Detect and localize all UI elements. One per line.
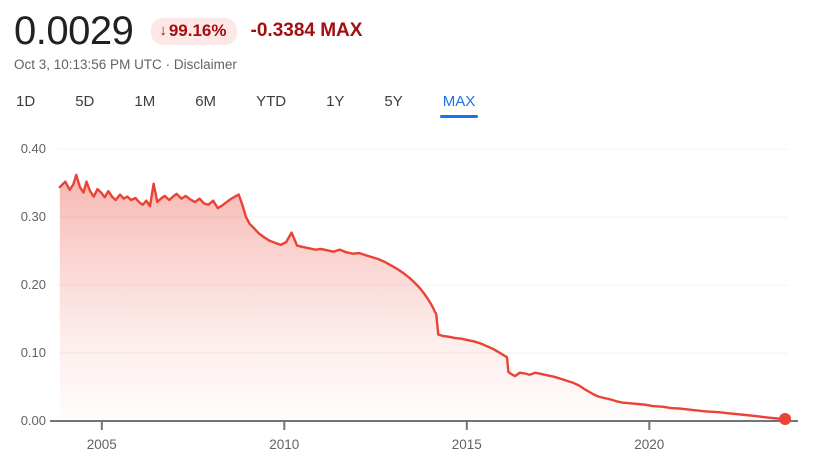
svg-text:2010: 2010 [269,437,299,452]
arrow-down-icon: ↓ [159,21,167,39]
percent-change-value: 99.16% [168,20,227,40]
svg-text:0.10: 0.10 [21,345,46,360]
tab-1y[interactable]: 1Y [326,93,345,110]
tab-6m[interactable]: 6M [195,93,217,110]
chart-area-fill [59,174,786,421]
quote-timestamp: Oct 3, 10:13:56 PM UTC [14,57,162,72]
percent-change-badge: ↓ 99.16% [151,17,237,45]
chart-x-axis [50,420,798,430]
svg-text:0.40: 0.40 [21,141,46,156]
tab-1m[interactable]: 1M [134,93,156,110]
chart-y-axis-labels: 0.00 0.10 0.20 0.30 0.40 [21,141,46,428]
latest-price-marker [779,413,792,426]
chart-canvas[interactable]: 0.00 0.10 0.20 0.30 0.40 2005 2010 2015 2020 [0,132,824,458]
chart-line [58,173,787,421]
tab-max[interactable]: MAX [439,90,478,122]
svg-text:0.20: 0.20 [21,277,46,292]
timestamp-separator: · [165,57,171,72]
quote-timestamp-row: Oct 3, 10:13:56 PM UTC · Disclaimer [14,56,824,74]
svg-text:0.00: 0.00 [21,413,46,428]
quote-header: 0.0029 ↓ 99.16% -0.3384 MAX Oct 3, 10:13… [14,8,824,74]
current-price: 0.0029 [14,9,134,53]
tab-ytd[interactable]: YTD [256,93,287,110]
svg-text:2005: 2005 [87,437,117,452]
chart-x-axis-labels: 2005 2010 2015 2020 [87,437,665,452]
tab-1d[interactable]: 1D [16,93,36,110]
svg-text:0.30: 0.30 [21,209,46,224]
absolute-change: -0.3384 MAX [250,20,363,41]
tab-5y[interactable]: 5Y [384,93,403,110]
svg-text:2020: 2020 [634,437,664,452]
disclaimer-link[interactable]: Disclaimer [173,57,237,72]
tab-5d[interactable]: 5D [75,93,95,110]
svg-text:2015: 2015 [452,437,482,452]
price-row: 0.0029 ↓ 99.16% -0.3384 MAX [14,8,824,54]
range-tab-bar: 1D 5D 1M 6M YTD 1Y 5Y MAX [16,90,478,122]
price-chart[interactable]: 0.00 0.10 0.20 0.30 0.40 2005 2010 2015 2020 [0,132,824,458]
